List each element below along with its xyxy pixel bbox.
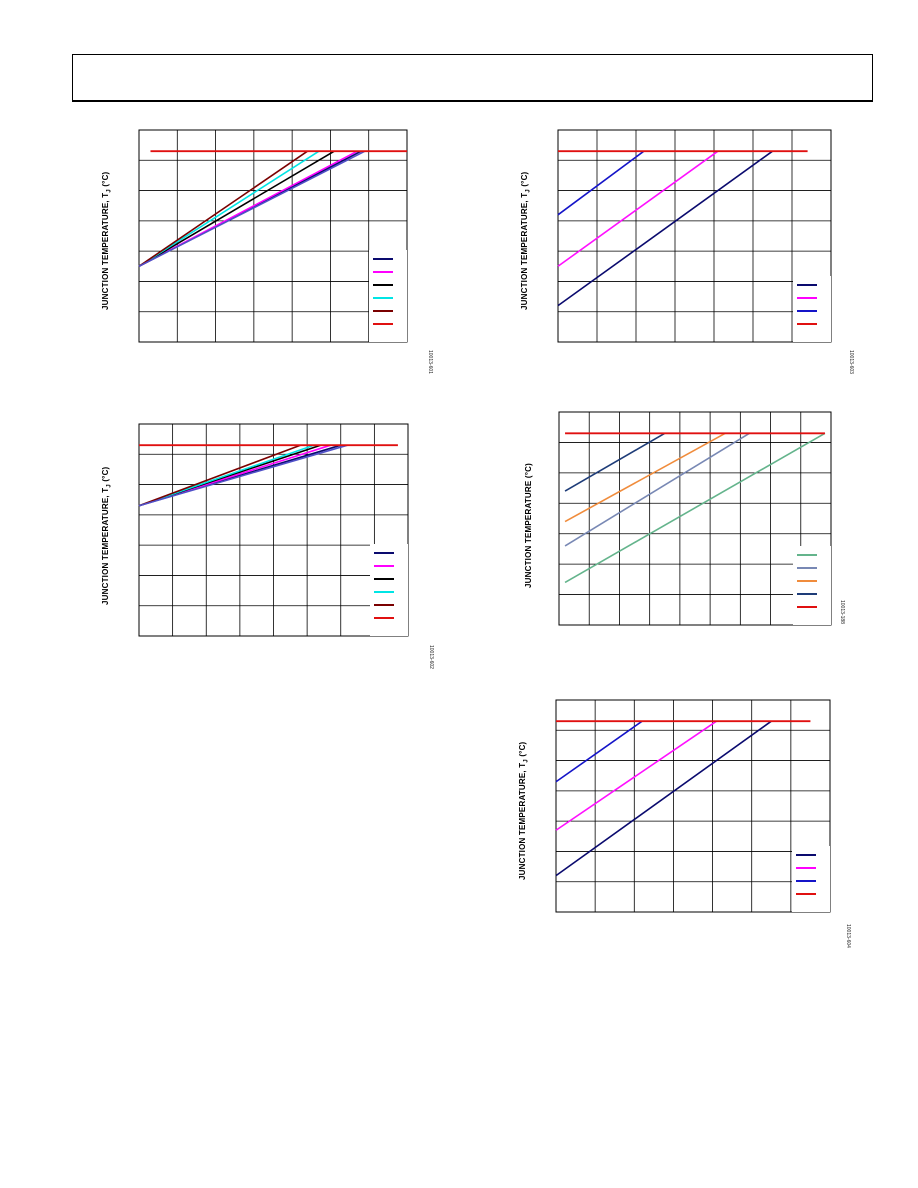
y-axis-label-top-right: JUNCTION TEMPERATURE, TJ (°C): [520, 171, 532, 310]
series-line-3: [138, 150, 335, 267]
legend-box: [792, 846, 830, 912]
legend-box: [369, 250, 407, 342]
figure-id-mid-left: 10013-602: [428, 645, 434, 669]
page-header-box: [72, 54, 873, 102]
y-axis-label-bottom-right: JUNCTION TEMPERATURE, TJ (°C): [518, 741, 530, 880]
series-line-6: [138, 444, 348, 507]
figure-id-top-right: 10013-603: [848, 350, 854, 374]
series-line-4: [564, 432, 826, 584]
plot-frame: [555, 699, 831, 913]
series-line-5: [138, 444, 301, 507]
legend-box: [793, 276, 831, 342]
series-line-2: [557, 150, 719, 267]
series-line-1: [555, 720, 643, 783]
plot-frame: [557, 129, 832, 343]
legend-box: [793, 546, 831, 625]
chart-mid-right: [558, 411, 832, 626]
figure-id-mid-right: 10013-188: [839, 600, 845, 624]
series-line-3: [557, 150, 773, 307]
y-axis-label-top-left: JUNCTION TEMPERATURE, TJ (°C): [101, 171, 113, 310]
series-line-4: [138, 150, 320, 267]
figure-id-top-left: 10013-601: [427, 350, 433, 374]
series-line-2: [555, 720, 717, 831]
plot-frame: [558, 411, 832, 626]
figure-id-bottom-right: 10013-604: [845, 924, 851, 948]
series-line-6: [138, 150, 366, 267]
series-line-3: [555, 720, 772, 877]
y-axis-label-mid-left: JUNCTION TEMPERATURE, TJ (°C): [101, 466, 113, 605]
y-axis-label-mid-right: JUNCTION TEMPERATURE (°C): [524, 463, 533, 588]
legend-box: [370, 544, 408, 636]
plot-frame: [138, 423, 409, 637]
series-line-1: [564, 432, 666, 492]
chart-mid-left: [138, 423, 409, 637]
chart-bottom-right: [555, 699, 831, 913]
series-line-2: [564, 432, 726, 523]
series-line-5: [138, 150, 308, 267]
plot-frame: [138, 129, 408, 343]
chart-top-right: [557, 129, 832, 343]
series-line-1: [557, 150, 645, 216]
series-line-3: [564, 432, 750, 547]
chart-top-left: [138, 129, 408, 343]
